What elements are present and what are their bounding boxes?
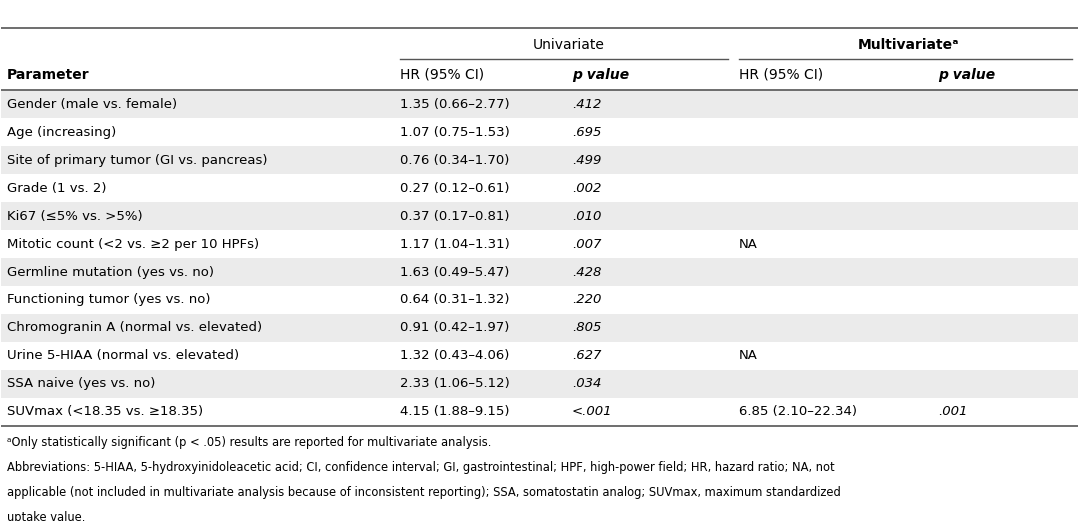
Text: .010: .010 [571, 209, 602, 222]
Bar [1, 202, 1078, 230]
Bar [1, 230, 1078, 258]
Text: .627: .627 [571, 349, 602, 362]
Text: .428: .428 [571, 266, 602, 279]
Text: Gender (male vs. female): Gender (male vs. female) [6, 98, 177, 111]
Text: Univariate: Univariate [534, 38, 605, 52]
Bar [1, 370, 1078, 398]
Text: Abbreviations: 5-HIAA, 5-hydroxyinidoleacetic acid; CI, confidence interval; GI,: Abbreviations: 5-HIAA, 5-hydroxyinidolea… [6, 461, 835, 474]
Text: 1.63 (0.49–5.47): 1.63 (0.49–5.47) [400, 266, 509, 279]
Text: p value: p value [937, 68, 995, 82]
Text: Chromogranin A (normal vs. elevated): Chromogranin A (normal vs. elevated) [6, 321, 261, 334]
Text: Mitotic count (<2 vs. ≥2 per 10 HPFs): Mitotic count (<2 vs. ≥2 per 10 HPFs) [6, 238, 259, 251]
Text: .412: .412 [571, 98, 602, 111]
Text: .001: .001 [937, 405, 967, 418]
Text: NA: NA [739, 349, 757, 362]
Text: 6.85 (2.10–22.34): 6.85 (2.10–22.34) [739, 405, 856, 418]
Text: Age (increasing): Age (increasing) [6, 126, 116, 139]
Text: .695: .695 [571, 126, 602, 139]
Bar [1, 28, 1078, 59]
Text: 1.07 (0.75–1.53): 1.07 (0.75–1.53) [400, 126, 510, 139]
Text: applicable (not included in multivariate analysis because of inconsistent report: applicable (not included in multivariate… [6, 486, 840, 499]
Text: 1.35 (0.66–2.77): 1.35 (0.66–2.77) [400, 98, 510, 111]
Bar [1, 258, 1078, 286]
Text: .002: .002 [571, 182, 602, 195]
Text: HR (95% CI): HR (95% CI) [400, 68, 484, 82]
Text: 1.32 (0.43–4.06): 1.32 (0.43–4.06) [400, 349, 509, 362]
Text: Grade (1 vs. 2): Grade (1 vs. 2) [6, 182, 106, 195]
Text: SUVmax (<18.35 vs. ≥18.35): SUVmax (<18.35 vs. ≥18.35) [6, 405, 203, 418]
Text: Multivariateᵃ: Multivariateᵃ [858, 38, 959, 52]
Text: 0.64 (0.31–1.32): 0.64 (0.31–1.32) [400, 293, 509, 306]
Bar [1, 118, 1078, 146]
Text: 0.37 (0.17–0.81): 0.37 (0.17–0.81) [400, 209, 509, 222]
Text: .007: .007 [571, 238, 602, 251]
Text: 4.15 (1.88–9.15): 4.15 (1.88–9.15) [400, 405, 509, 418]
Text: SSA naive (yes vs. no): SSA naive (yes vs. no) [6, 377, 156, 390]
Text: ᵃOnly statistically significant (p < .05) results are reported for multivariate : ᵃOnly statistically significant (p < .05… [6, 436, 491, 449]
Text: Germline mutation (yes vs. no): Germline mutation (yes vs. no) [6, 266, 214, 279]
Text: .499: .499 [571, 154, 602, 167]
Bar [1, 91, 1078, 118]
Bar [1, 342, 1078, 370]
Bar [1, 59, 1078, 91]
Text: .805: .805 [571, 321, 602, 334]
Bar [1, 146, 1078, 174]
Text: Site of primary tumor (GI vs. pancreas): Site of primary tumor (GI vs. pancreas) [6, 154, 267, 167]
Text: 1.17 (1.04–1.31): 1.17 (1.04–1.31) [400, 238, 510, 251]
Text: 0.27 (0.12–0.61): 0.27 (0.12–0.61) [400, 182, 509, 195]
Text: uptake value.: uptake value. [6, 511, 85, 521]
Text: NA: NA [739, 238, 757, 251]
Text: Functioning tumor (yes vs. no): Functioning tumor (yes vs. no) [6, 293, 211, 306]
Bar [1, 286, 1078, 314]
Bar [1, 314, 1078, 342]
Text: p value: p value [571, 68, 629, 82]
Text: Urine 5-HIAA (normal vs. elevated): Urine 5-HIAA (normal vs. elevated) [6, 349, 239, 362]
Text: .034: .034 [571, 377, 602, 390]
Text: 0.76 (0.34–1.70): 0.76 (0.34–1.70) [400, 154, 509, 167]
Text: Ki67 (≤5% vs. >5%): Ki67 (≤5% vs. >5%) [6, 209, 143, 222]
Text: HR (95% CI): HR (95% CI) [739, 68, 823, 82]
Bar [1, 174, 1078, 202]
Text: <.001: <.001 [571, 405, 612, 418]
Bar [1, 398, 1078, 426]
Text: 0.91 (0.42–1.97): 0.91 (0.42–1.97) [400, 321, 509, 334]
Text: 2.33 (1.06–5.12): 2.33 (1.06–5.12) [400, 377, 510, 390]
Text: .220: .220 [571, 293, 602, 306]
Text: Parameter: Parameter [6, 68, 90, 82]
